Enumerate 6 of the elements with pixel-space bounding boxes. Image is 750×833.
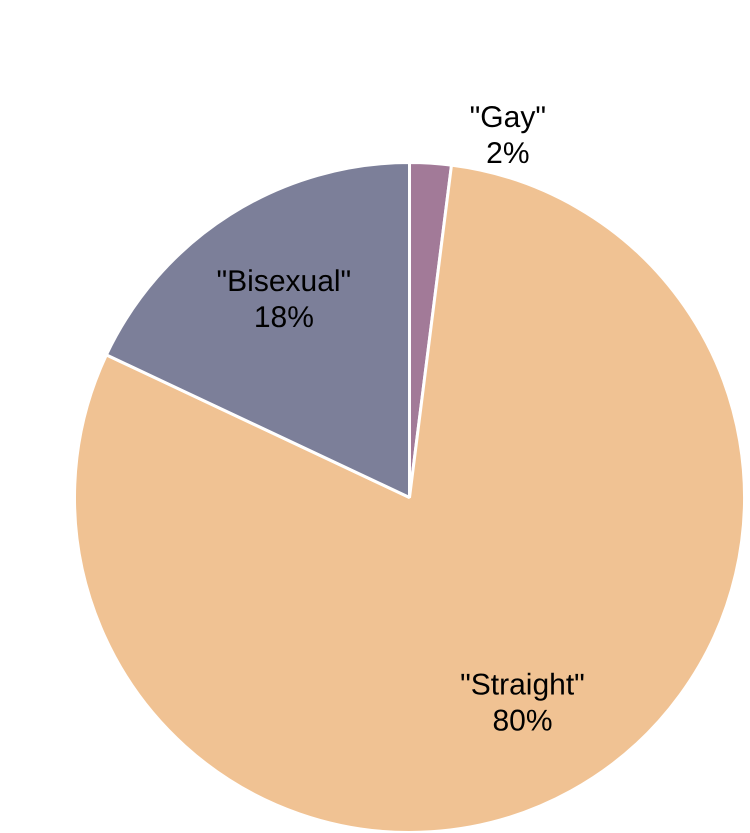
- data-label: 2%: [486, 137, 530, 170]
- slice-label: "Gay": [470, 101, 546, 134]
- data-label: 18%: [254, 301, 314, 334]
- slice-label: "Bisexual": [216, 265, 352, 298]
- data-label: 80%: [492, 704, 552, 738]
- slice-label: "Straight": [460, 668, 585, 702]
